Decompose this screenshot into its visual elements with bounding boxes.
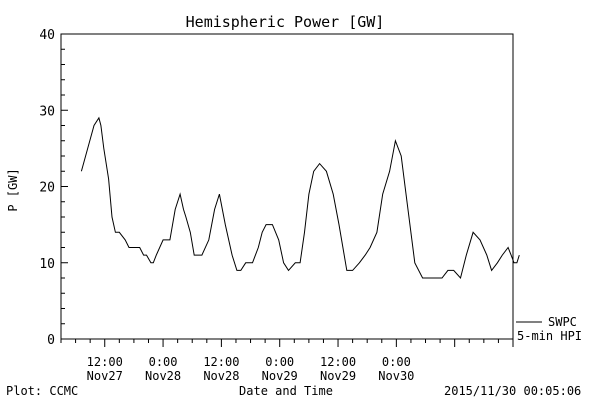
x-tick-label-time: 12:00 (203, 355, 239, 369)
x-tick-label-date: Nov28 (145, 369, 181, 383)
x-axis-label: Date and Time (239, 384, 333, 398)
x-tick-label-time: 12:00 (87, 355, 123, 369)
y-tick-label: 30 (39, 104, 55, 119)
chart-title: Hemispheric Power [GW] (186, 13, 385, 31)
y-axis: 0 10 20 30 40 (39, 28, 68, 348)
x-tick-label-date: Nov29 (320, 369, 356, 383)
x-axis: 12:00Nov270:00Nov2812:00Nov280:00Nov2912… (60, 339, 514, 383)
y-tick-label: 20 (39, 181, 55, 196)
x-tick-label-date: Nov27 (87, 369, 123, 383)
x-tick-label-date: Nov28 (203, 369, 239, 383)
y-tick-label: 0 (47, 333, 55, 348)
legend-series: 5-min HPI (517, 329, 582, 343)
footer-plot-source: Plot: CCMC (6, 384, 78, 398)
x-tick-label-time: 0:00 (149, 355, 178, 369)
x-tick-label-date: Nov29 (262, 369, 298, 383)
series-layer (80, 116, 520, 280)
x-tick-label-time: 0:00 (265, 355, 294, 369)
x-tick-label-time: 0:00 (382, 355, 411, 369)
y-tick-label: 40 (39, 28, 55, 43)
y-tick-label: 10 (39, 257, 55, 272)
x-tick-label-time: 12:00 (320, 355, 356, 369)
x-tick-label-date: Nov30 (378, 369, 414, 383)
series-line-hpi (80, 116, 520, 280)
y-axis-label: P [GW] (6, 168, 20, 211)
legend-source: SWPC (548, 315, 577, 329)
footer-timestamp: 2015/11/30 00:05:06 (444, 384, 581, 398)
plot-frame (60, 33, 514, 340)
